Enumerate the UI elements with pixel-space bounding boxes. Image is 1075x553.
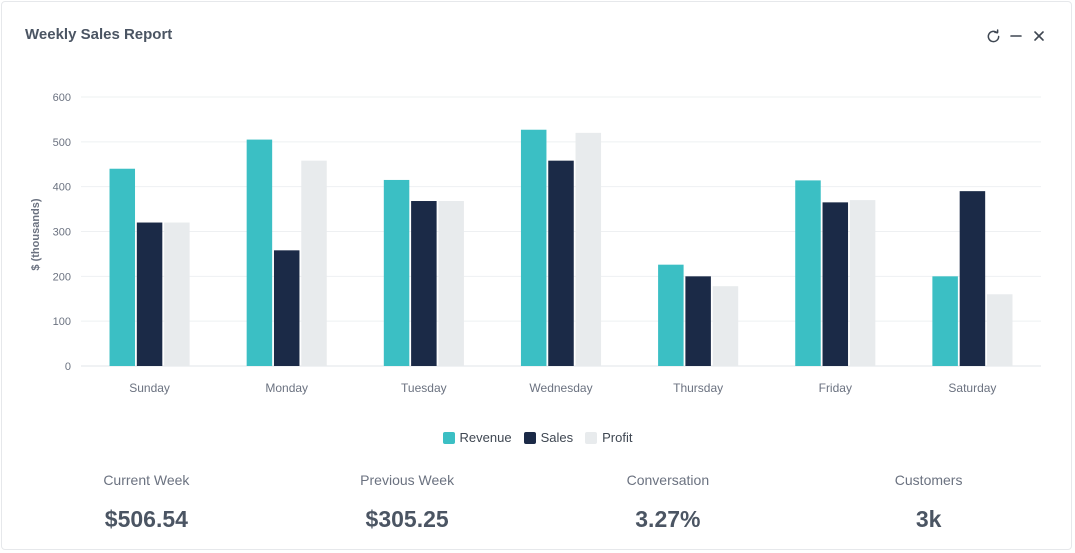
bar-sales-sunday	[136, 222, 163, 366]
y-axis-label: $ (thousands)	[30, 198, 42, 270]
bar-sales-thursday	[685, 276, 711, 366]
stats-row: Current Week $506.54 Previous Week $305.…	[16, 472, 1059, 533]
close-button[interactable]	[1031, 28, 1047, 44]
bar-sales-saturday	[959, 191, 986, 366]
chart-legend: Revenue Sales Profit	[2, 430, 1073, 445]
y-tick-label: 400	[53, 182, 71, 194]
y-tick-label: 600	[53, 92, 71, 104]
bar-profit-wednesday	[575, 132, 602, 366]
legend-label-sales: Sales	[540, 430, 574, 445]
bar-profit-friday	[849, 200, 876, 366]
stat-current-week: Current Week $506.54	[16, 472, 277, 533]
bar-sales-monday	[273, 250, 300, 366]
bar-revenue-friday	[795, 180, 821, 366]
refresh-button[interactable]	[985, 28, 1001, 44]
refresh-icon	[987, 28, 999, 42]
stat-value: $506.54	[104, 506, 188, 532]
bar-sales-tuesday	[411, 201, 437, 366]
minimize-button[interactable]	[1008, 28, 1024, 44]
bar-profit-saturday	[986, 294, 1013, 366]
legend-swatch-sales	[523, 431, 536, 444]
stat-customers: Customers 3k	[798, 472, 1059, 533]
x-tick-label: Saturday	[948, 381, 996, 395]
bar-revenue-saturday	[932, 276, 958, 366]
legend-swatch-revenue	[442, 431, 455, 444]
stat-label: Customers	[894, 472, 963, 488]
bar-profit-sunday	[164, 222, 190, 366]
stat-label: Current Week	[103, 472, 190, 488]
card-title: Weekly Sales Report	[25, 26, 173, 43]
legend-label-revenue: Revenue	[459, 430, 512, 445]
y-tick-label: 300	[53, 227, 71, 239]
stat-conversation: Conversation 3.27%	[538, 472, 799, 533]
bar-sales-wednesday	[548, 160, 574, 366]
y-tick-label: 0	[65, 361, 71, 373]
legend-item-revenue[interactable]: Revenue	[442, 430, 512, 445]
legend-item-profit[interactable]: Profit	[585, 430, 632, 445]
stat-previous-week: Previous Week $305.25	[277, 472, 538, 533]
bar-revenue-wednesday	[520, 129, 547, 366]
legend-swatch-profit	[585, 431, 598, 444]
y-tick-label: 200	[53, 271, 71, 283]
x-tick-label: Sunday	[129, 381, 170, 395]
x-tick-label: Monday	[265, 381, 308, 395]
stat-label: Conversation	[626, 472, 710, 488]
stat-value: 3k	[915, 506, 942, 532]
bar-profit-tuesday	[438, 201, 464, 366]
bar-chart: 0 100 200 300 400 500 600 $ (thousands) Sunday Mo…	[30, 92, 1041, 395]
stat-label: Previous Week	[360, 472, 455, 488]
bar-revenue-monday	[246, 139, 273, 366]
x-tick-label: Wednesday	[529, 381, 592, 395]
minimize-icon	[1010, 35, 1022, 37]
bar-revenue-tuesday	[383, 179, 410, 366]
x-tick-label: Friday	[819, 381, 852, 395]
bar-sales-friday	[822, 202, 849, 366]
card-actions	[985, 28, 1047, 44]
close-icon	[1034, 31, 1044, 41]
x-tick-label: Tuesday	[401, 381, 447, 395]
y-tick-label: 100	[53, 316, 71, 328]
bar-profit-thursday	[712, 286, 739, 366]
stat-value: 3.27%	[635, 506, 701, 532]
legend-item-sales[interactable]: Sales	[523, 430, 574, 445]
legend-label-profit: Profit	[602, 430, 633, 445]
stat-value: $305.25	[365, 506, 449, 532]
y-tick-label: 500	[53, 137, 71, 149]
bar-revenue-sunday	[109, 168, 136, 366]
bar-profit-monday	[301, 160, 327, 366]
bar-revenue-thursday	[658, 264, 684, 366]
x-tick-label: Thursday	[673, 381, 723, 395]
